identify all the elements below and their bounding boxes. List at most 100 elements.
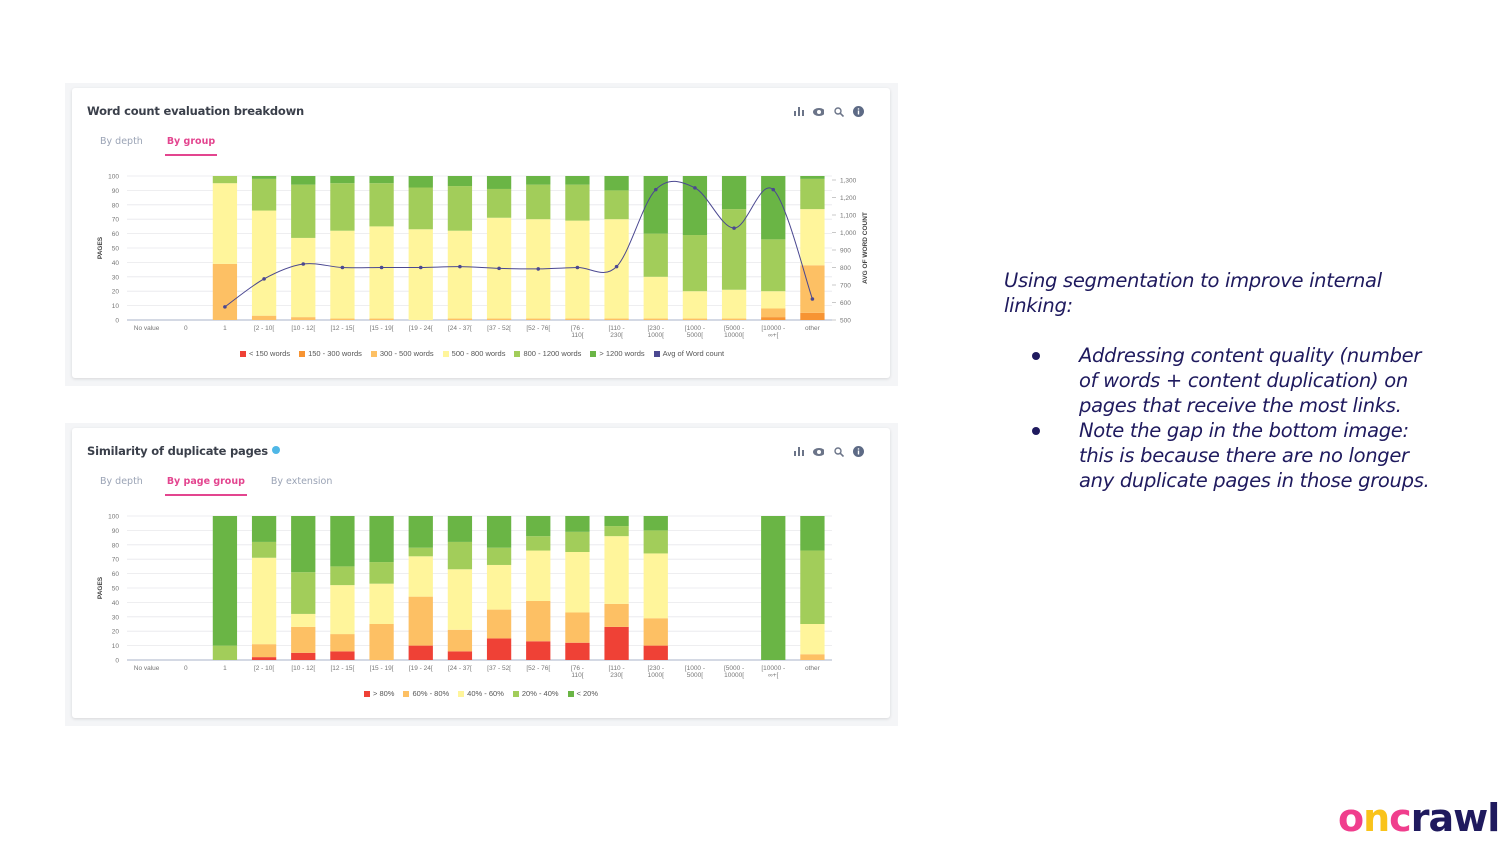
y-tick-label: 90 <box>112 188 120 195</box>
legend-swatch <box>458 690 465 697</box>
eye-icon[interactable] <box>813 446 824 457</box>
legend-item[interactable]: 500 - 800 words <box>442 349 505 358</box>
legend-item[interactable]: Avg of Word count <box>653 349 724 358</box>
bar-segment <box>291 516 316 573</box>
y-tick-label: 90 <box>112 528 120 535</box>
eye-icon[interactable] <box>813 106 824 117</box>
bar-segment <box>721 176 747 210</box>
bar-segment <box>526 550 551 601</box>
bar-segment <box>330 634 355 652</box>
y-tick-label: 10 <box>112 303 120 310</box>
y-tick-label: 30 <box>112 274 120 281</box>
legend-item[interactable]: 300 - 500 words <box>370 349 434 358</box>
bar-segment <box>447 541 473 570</box>
info-icon[interactable] <box>853 106 864 117</box>
info-icon[interactable] <box>853 446 864 457</box>
bar-segment <box>369 176 394 184</box>
tab-by-depth[interactable]: By depth <box>100 476 143 487</box>
bar-segment <box>330 183 355 231</box>
x-tick-label: 10000[ <box>724 332 744 339</box>
logo-letter-n: n <box>1363 796 1390 840</box>
bar-segment <box>565 612 590 643</box>
bar-segment <box>291 613 316 627</box>
zoom-icon[interactable] <box>833 446 844 457</box>
x-tick-label: 230[ <box>610 332 623 339</box>
legend-swatch <box>514 350 521 357</box>
tab-by-extension[interactable]: By extension <box>270 476 333 487</box>
tab-by-depth[interactable]: By depth <box>100 136 143 147</box>
x-tick-label: No value <box>134 665 160 672</box>
bullet-text: Addressing content quality (number of wo… <box>1079 344 1422 417</box>
bar-segment <box>643 553 668 619</box>
x-tick-label: ∞+[ <box>768 332 778 339</box>
bar-segment <box>604 603 629 627</box>
y-tick-label: 50 <box>112 586 120 593</box>
bullet-icon <box>1032 352 1040 360</box>
bar-segment <box>526 600 551 642</box>
bar-segment <box>251 210 277 316</box>
tab-by-page-group[interactable]: By page group <box>164 476 247 496</box>
legend-label: 150 - 300 words <box>308 349 362 358</box>
bar-segment <box>682 291 708 319</box>
legend-label: 60% - 80% <box>412 689 450 698</box>
bullet-text: Note the gap in the bottom image: this i… <box>1079 419 1430 492</box>
bar-segment <box>408 645 433 660</box>
x-tick-label: [24 - 37[ <box>448 665 472 672</box>
legend-item[interactable]: < 20% <box>567 689 598 698</box>
x-tick-label: other <box>805 325 821 332</box>
bar-segment <box>604 516 629 527</box>
legend-item[interactable]: 40% - 60% <box>458 689 504 698</box>
x-tick-label: 5000[ <box>687 672 703 679</box>
avg-word-count-point <box>262 277 266 281</box>
bar-segment <box>800 654 825 660</box>
bar-segment <box>486 638 512 660</box>
legend-swatch <box>240 350 246 357</box>
bar-segment <box>330 585 355 635</box>
bar-segment <box>526 318 551 320</box>
y-tick-label: 0 <box>115 658 119 665</box>
logo-letter-c: c <box>1389 796 1412 840</box>
legend-item[interactable]: 60% - 80% <box>403 689 449 698</box>
chart-legend: > 80% 60% - 80% 40% - 60% 20% - 40% < 20% <box>364 689 598 698</box>
legend-swatch <box>590 350 597 357</box>
bar-segment <box>604 190 629 220</box>
bar-chart-icon[interactable] <box>793 106 804 117</box>
legend-item[interactable]: 800 - 1200 words <box>514 349 581 358</box>
bar-segment <box>486 609 512 639</box>
avg-word-count-point <box>418 265 423 270</box>
avg-word-count-point <box>379 265 384 270</box>
y2-tick-label: 700 <box>840 283 851 290</box>
x-tick-label: [230 - <box>647 325 664 332</box>
legend-item[interactable]: > 1200 words <box>590 349 645 358</box>
tab-by-group[interactable]: By group <box>164 136 218 156</box>
bar-segment <box>565 642 590 660</box>
bar-segment <box>291 626 316 653</box>
bar-chart-icon[interactable] <box>793 446 804 457</box>
bar-segment <box>526 536 551 551</box>
y-tick-label: 100 <box>108 514 119 521</box>
legend-swatch <box>567 690 574 697</box>
x-tick-label: 10000[ <box>724 672 744 679</box>
bar-segment <box>761 516 786 660</box>
x-tick-label: 1000[ <box>648 672 664 679</box>
bar-segment <box>291 184 316 238</box>
slide-heading: Using segmentation to improve internal l… <box>1004 269 1382 317</box>
info-icon[interactable] <box>271 446 280 454</box>
y2-tick-label: 500 <box>840 318 851 325</box>
zoom-icon[interactable] <box>833 106 844 117</box>
bar-segment <box>251 315 277 320</box>
legend-item[interactable]: > 80% <box>364 689 394 698</box>
avg-word-count-point <box>301 262 306 266</box>
oncrawl-logo: o n c rawl <box>1338 796 1500 840</box>
legend-item[interactable]: < 150 words <box>240 349 290 358</box>
legend-swatch <box>370 350 377 357</box>
logo-letters-rawl: rawl <box>1410 796 1500 840</box>
bar-segment <box>643 276 668 319</box>
bar-segment <box>643 645 668 660</box>
x-tick-label: [2 - 10[ <box>254 665 274 672</box>
legend-item[interactable]: 20% - 40% <box>512 689 559 698</box>
bar-segment <box>251 644 277 658</box>
legend-item[interactable]: 150 - 300 words <box>299 349 362 358</box>
bar-segment <box>251 657 277 660</box>
x-tick-label: 1 <box>223 665 227 672</box>
